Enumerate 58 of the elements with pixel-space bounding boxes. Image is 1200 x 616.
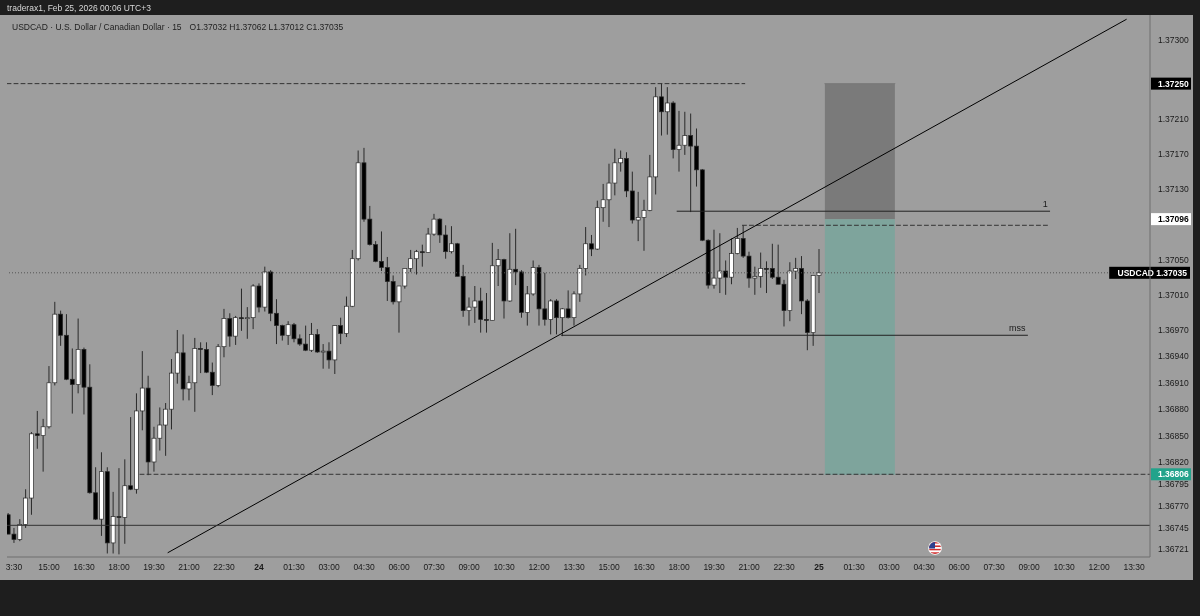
x-tick-label: 22:30 [213,562,235,573]
x-tick-label: 18:00 [108,562,130,573]
x-tick-label: 22:30 [773,562,795,573]
x-tick-label: 07:30 [983,562,1005,573]
y-tick-label: 1.36795 [1158,478,1189,489]
x-tick-label: 21:00 [738,562,760,573]
x-tick-label: 04:30 [353,562,375,573]
x-tick-label: 06:00 [948,562,970,573]
x-tick-label: 16:30 [633,562,655,573]
x-tick-label: 16:30 [73,562,95,573]
y-tick-label: 1.36745 [1158,522,1189,533]
y-tick-label: 1.36820 [1158,456,1189,467]
x-tick-label: 24 [254,562,265,573]
y-tick-label: 1.37050 [1158,254,1189,265]
x-tick-label: 21:00 [178,562,200,573]
y-tick-label: 1.36940 [1158,351,1189,362]
x-tick-label: 10:30 [493,562,515,573]
x-tick-label: 01:30 [283,562,305,573]
x-tick-label: 15:00 [38,562,60,573]
y-tick-label: 1.37300 [1158,34,1189,45]
x-tick-label: 07:30 [423,562,445,573]
series-label: mss [1008,323,1026,334]
x-tick-label: 15:00 [598,562,620,573]
x-tick-label: 3:30 [5,562,23,573]
x-tick-label: 13:30 [563,562,585,573]
x-tick-label: 03:00 [318,562,340,573]
y-tick-label: 1.36770 [1158,500,1189,511]
x-tick-label: 19:30 [703,562,725,573]
ref-line-label: USDCAD 1.37035 [1117,267,1188,278]
y-tick-label: 1.37130 [1158,184,1189,195]
text: USDCAD · U.S. Dollar / Canadian Dollar · 15 [12,22,182,32]
text: 1.37250 [1158,78,1189,89]
y-tick-label: 1.37210 [1158,113,1189,124]
x-tick-label: 12:00 [1088,562,1110,573]
y-tick-label: 1.36910 [1158,377,1189,388]
x-tick-label: 25 [814,562,825,573]
x-tick-label: 03:00 [878,562,900,573]
chart-title: traderax1, Feb 25, 2026 00:06 UTC+3 [7,3,151,13]
y-tick-label: 1.36880 [1158,404,1189,415]
x-tick-label: 18:00 [668,562,690,573]
x-tick-label: 09:00 [1018,562,1040,573]
y-tick-label: 1.36850 [1158,430,1189,441]
y-tick-label: 1.37010 [1158,289,1189,300]
y-tick-label: 1.36970 [1158,325,1189,336]
x-tick-label: 04:30 [913,562,935,573]
y-tick-label: 1.36721 [1158,544,1189,555]
x-tick-label: 09:00 [458,562,480,573]
x-tick-label: 10:30 [1053,562,1075,573]
x-tick-label: 19:30 [143,562,165,573]
x-tick-label: 12:00 [528,562,550,573]
x-tick-label: 01:30 [843,562,865,573]
annotation: O1.37032 H1.37062 L1.37012 C1.37035 [189,22,344,32]
text: 1.37096 [1158,214,1189,225]
series-label: 1 [1042,199,1048,210]
x-tick-label: 06:00 [388,562,410,573]
data-label: 1.36806 [1158,469,1189,480]
y-tick-label: 1.37170 [1158,149,1189,160]
x-tick-label: 13:30 [1123,562,1145,573]
